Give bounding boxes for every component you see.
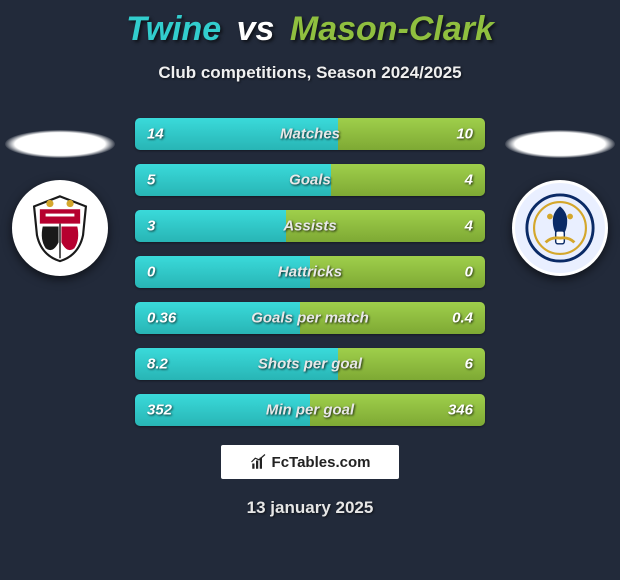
fctables-logo: FcTables.com (221, 445, 399, 479)
comparison-title: Twine vs Mason-Clark (0, 0, 620, 49)
player2-badge-area (500, 130, 620, 276)
vs-text: vs (237, 10, 275, 48)
season-subtitle: Club competitions, Season 2024/2025 (0, 63, 620, 83)
stat-value-left: 14 (147, 126, 164, 143)
stat-label: Min per goal (266, 402, 354, 419)
stat-row: 14 10 Matches (135, 118, 485, 150)
stat-value-left: 0 (147, 264, 155, 281)
stat-row: 0.36 0.4 Goals per match (135, 302, 485, 334)
stat-bar-right (331, 164, 485, 196)
stat-label: Assists (283, 218, 336, 235)
comparison-date: 13 january 2025 (0, 498, 620, 518)
stat-bar-left (135, 210, 286, 242)
stat-value-left: 352 (147, 402, 172, 419)
stat-row: 5 4 Goals (135, 164, 485, 196)
stat-label: Matches (280, 126, 340, 143)
player2-club-crest (512, 180, 608, 276)
player1-club-crest (12, 180, 108, 276)
stat-value-left: 8.2 (147, 356, 168, 373)
stat-value-right: 6 (465, 356, 473, 373)
player1-name: Twine (126, 10, 221, 48)
stat-label: Goals per match (251, 310, 369, 327)
stat-value-left: 3 (147, 218, 155, 235)
player2-name: Mason-Clark (290, 10, 494, 48)
fctables-logo-text: FcTables.com (272, 454, 371, 471)
stat-value-left: 5 (147, 172, 155, 189)
stat-row: 8.2 6 Shots per goal (135, 348, 485, 380)
stat-value-right: 0.4 (452, 310, 473, 327)
stat-label: Goals (289, 172, 331, 189)
stats-comparison-list: 14 10 Matches 5 4 Goals 3 4 Assists 0 0 Hattricks 0.… (135, 118, 485, 426)
stat-value-right: 0 (465, 264, 473, 281)
stat-value-left: 0.36 (147, 310, 176, 327)
stat-label: Shots per goal (258, 356, 362, 373)
stat-row: 352 346 Min per goal (135, 394, 485, 426)
player2-nameplate-ellipse (505, 130, 615, 158)
player1-badge-area (0, 130, 120, 276)
chart-icon (250, 453, 268, 471)
player1-nameplate-ellipse (5, 130, 115, 158)
stat-row: 0 0 Hattricks (135, 256, 485, 288)
stat-value-right: 346 (448, 402, 473, 419)
stat-label: Hattricks (278, 264, 342, 281)
stat-value-right: 10 (456, 126, 473, 143)
stat-value-right: 4 (465, 172, 473, 189)
stat-value-right: 4 (465, 218, 473, 235)
stat-row: 3 4 Assists (135, 210, 485, 242)
